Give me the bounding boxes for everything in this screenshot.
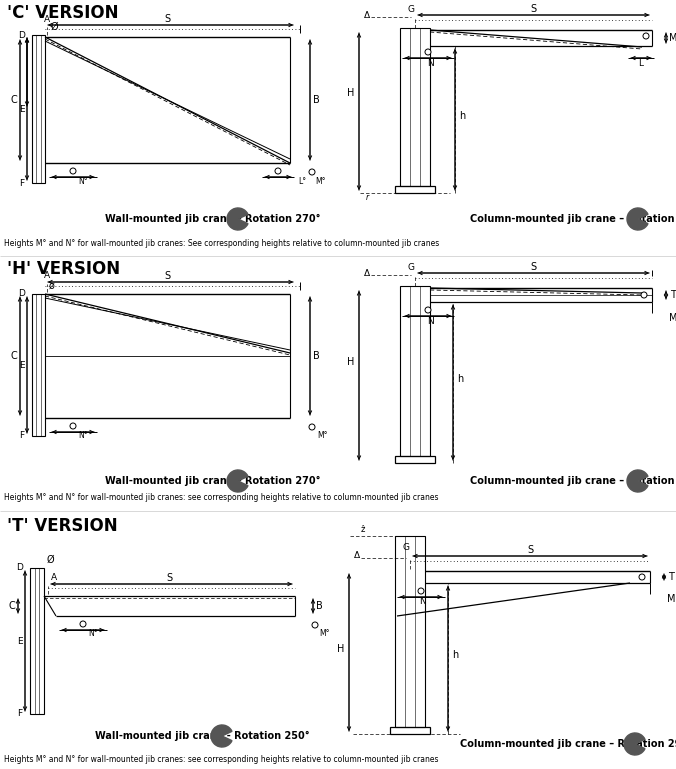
- Text: F: F: [20, 431, 24, 441]
- Text: L°: L°: [298, 177, 306, 185]
- Text: M°: M°: [320, 630, 331, 638]
- Bar: [32, 35, 45, 183]
- Text: S: S: [531, 262, 537, 272]
- Text: 'C' VERSION: 'C' VERSION: [7, 4, 118, 22]
- Text: D: D: [18, 289, 26, 298]
- Text: Heights M° and N° for wall-mounted jib cranes: see corresponding heights relativ: Heights M° and N° for wall-mounted jib c…: [4, 494, 439, 502]
- Bar: [395, 186, 435, 193]
- Text: H: H: [347, 357, 355, 367]
- Text: G: G: [402, 542, 410, 551]
- Circle shape: [312, 622, 318, 628]
- Text: F: F: [18, 710, 22, 718]
- Bar: [400, 28, 430, 186]
- Circle shape: [425, 49, 431, 55]
- Text: Heights M° and N° for wall-mounted jib cranes: See corresponding heights relativ: Heights M° and N° for wall-mounted jib c…: [4, 238, 439, 248]
- Text: Wall-mounted jib crane – Rotation 270°: Wall-mounted jib crane – Rotation 270°: [105, 476, 320, 486]
- Text: Heights M° and N° for wall-mounted jib cranes: see corresponding heights relativ: Heights M° and N° for wall-mounted jib c…: [4, 754, 439, 764]
- Text: G: G: [408, 262, 414, 271]
- Text: Wall-mounted jib crane - Rotation 250°: Wall-mounted jib crane - Rotation 250°: [95, 731, 310, 741]
- Text: L: L: [639, 58, 644, 68]
- Text: E: E: [19, 361, 25, 369]
- Circle shape: [80, 621, 86, 627]
- Bar: [390, 727, 430, 734]
- Text: Column-mounted jib crane – Rotation 290°: Column-mounted jib crane – Rotation 290°: [460, 739, 676, 749]
- Text: N: N: [427, 58, 433, 68]
- Wedge shape: [227, 470, 248, 492]
- Circle shape: [639, 574, 645, 580]
- Text: C: C: [11, 351, 18, 361]
- Text: Column-mounted jib crane – Rotation 300°: Column-mounted jib crane – Rotation 300°: [470, 214, 676, 224]
- Text: Ø: Ø: [46, 555, 54, 565]
- Bar: [400, 286, 430, 456]
- Text: N°: N°: [88, 630, 98, 638]
- Circle shape: [309, 169, 315, 175]
- Wedge shape: [211, 725, 232, 747]
- Text: r: r: [366, 194, 368, 202]
- Text: h: h: [452, 650, 458, 660]
- Text: h: h: [459, 111, 465, 121]
- Text: N: N: [427, 317, 433, 325]
- Text: T: T: [670, 290, 676, 300]
- Text: D: D: [17, 564, 24, 572]
- Circle shape: [309, 424, 315, 430]
- Text: M: M: [669, 313, 676, 323]
- Text: Δ: Δ: [354, 551, 360, 561]
- Text: T: T: [668, 572, 674, 582]
- Circle shape: [425, 307, 431, 313]
- Text: 'H' VERSION: 'H' VERSION: [7, 260, 120, 278]
- Text: M°: M°: [316, 177, 327, 185]
- Bar: [395, 456, 435, 463]
- Text: h: h: [457, 374, 463, 384]
- Text: Column-mounted jib crane – Rotation 300°: Column-mounted jib crane – Rotation 300°: [470, 476, 676, 486]
- Text: N°: N°: [78, 431, 88, 441]
- Text: E: E: [19, 105, 25, 114]
- Circle shape: [641, 292, 647, 298]
- Text: H: H: [347, 88, 355, 98]
- Text: ẑ: ẑ: [361, 524, 365, 534]
- Text: D: D: [18, 31, 26, 39]
- Text: S: S: [531, 4, 537, 14]
- Text: Ø: Ø: [50, 22, 58, 32]
- Circle shape: [643, 33, 649, 39]
- Text: B: B: [312, 351, 319, 361]
- Text: S: S: [164, 14, 170, 24]
- Bar: [395, 536, 425, 727]
- Circle shape: [70, 168, 76, 174]
- Text: N°: N°: [78, 177, 88, 185]
- Bar: [30, 568, 44, 714]
- Text: S: S: [166, 573, 172, 583]
- Circle shape: [418, 588, 424, 594]
- Text: Δ: Δ: [364, 11, 370, 19]
- Text: C: C: [9, 601, 16, 611]
- Text: M: M: [667, 594, 675, 604]
- Wedge shape: [624, 733, 645, 755]
- Text: A: A: [44, 271, 50, 281]
- Circle shape: [275, 168, 281, 174]
- Text: B: B: [312, 95, 319, 105]
- Text: A: A: [44, 15, 50, 24]
- Text: G: G: [408, 5, 414, 14]
- Text: C: C: [11, 95, 18, 105]
- Wedge shape: [627, 470, 648, 492]
- Text: H: H: [337, 644, 345, 654]
- Text: F: F: [20, 178, 24, 188]
- Text: M: M: [669, 33, 676, 43]
- Text: N: N: [420, 598, 427, 607]
- Bar: [32, 294, 45, 436]
- Text: M°: M°: [317, 431, 327, 441]
- Text: B: B: [316, 601, 322, 611]
- Text: Wall-mounted jib crane – Rotation 270°: Wall-mounted jib crane – Rotation 270°: [105, 214, 320, 224]
- Text: S: S: [527, 545, 533, 555]
- Text: A: A: [51, 574, 57, 582]
- Text: ø: ø: [49, 281, 55, 291]
- Text: 'T' VERSION: 'T' VERSION: [7, 517, 118, 535]
- Wedge shape: [627, 208, 648, 230]
- Text: Δ: Δ: [364, 268, 370, 278]
- Wedge shape: [227, 208, 248, 230]
- Text: E: E: [17, 637, 23, 645]
- Circle shape: [70, 423, 76, 429]
- Text: S: S: [164, 271, 170, 281]
